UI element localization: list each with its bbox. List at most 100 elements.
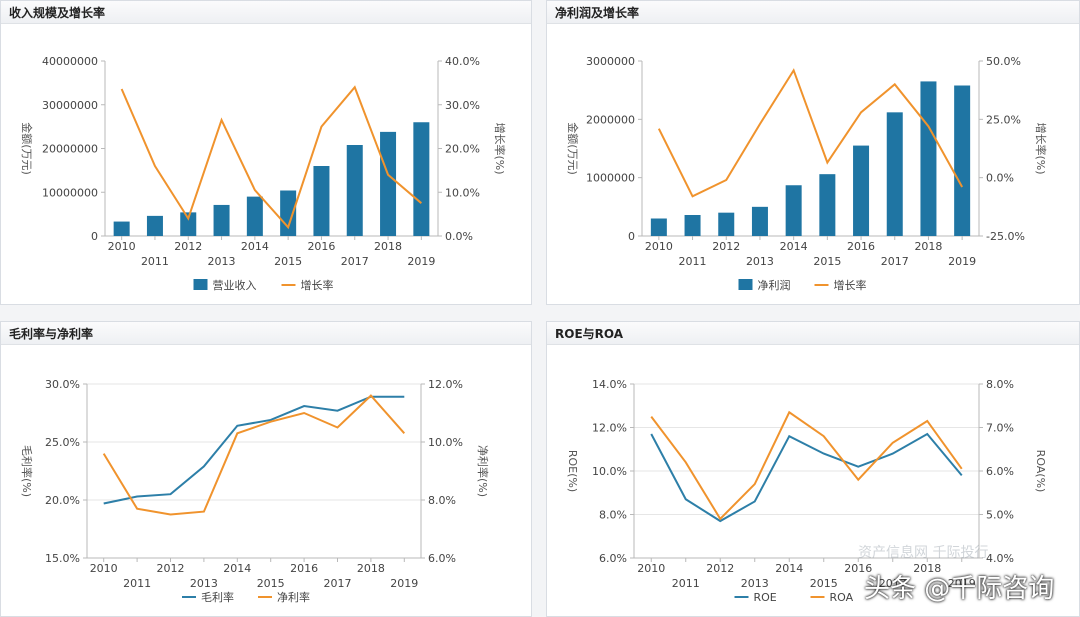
series-line [103, 395, 405, 505]
bar [684, 215, 701, 236]
y-tick-label: 10000000 [42, 186, 98, 199]
x-tick-label: 2012 [174, 240, 202, 253]
legend-label: 增长率 [834, 278, 867, 292]
y2-tick-label: 4.0% [986, 552, 1014, 565]
y-axis-title: ROE(%) [566, 450, 579, 492]
y-tick-label: 40000000 [42, 55, 98, 68]
y2-tick-label: 0.0% [445, 230, 473, 243]
y2-axis-title: 增长率(%) [493, 122, 507, 174]
roe-roa-chart: 6.0% 8.0% 10.0% 12.0% 14.0% 4.0% 5.0% 6.0% 7.0% 8… [566, 378, 1047, 604]
x-tick-label: 2011 [672, 577, 700, 590]
y-axis-title: 毛利率(%) [20, 445, 34, 497]
y2-axis-title: ROA(%) [1034, 450, 1047, 493]
series-line [650, 410, 963, 521]
x-tick-label: 2010 [637, 562, 665, 575]
y2-tick-label: -25.0% [986, 230, 1025, 243]
bar [280, 190, 297, 236]
y2-tick-label: 40.0% [445, 55, 480, 68]
x-tick-label: 2015 [257, 577, 285, 590]
bar [213, 204, 230, 236]
y2-tick-label: 8.0% [428, 494, 456, 507]
bar [920, 81, 937, 236]
y-tick-label: 25.0% [45, 436, 80, 449]
y-tick-label: 20.0% [45, 494, 80, 507]
panel-header: 收入规模及增长率 [1, 1, 531, 24]
bar [886, 112, 903, 236]
series-line [650, 432, 963, 523]
revenue-chart: 0 10000000 20000000 30000000 40000000 0.0% 10.… [20, 55, 507, 292]
y-tick-label: 1000000 [586, 172, 635, 185]
x-tick-label: 2016 [844, 562, 872, 575]
y-tick-label: 30.0% [45, 378, 80, 391]
x-tick-label: 2019 [390, 577, 418, 590]
y-axis-title: 金额(万元) [20, 122, 34, 175]
x-tick-label: 2013 [208, 255, 236, 268]
x-tick-label: 2016 [847, 240, 875, 253]
x-tick-label: 2018 [914, 240, 942, 253]
bar [751, 206, 768, 236]
x-tick-label: 2015 [813, 255, 841, 268]
bar [785, 185, 802, 236]
x-tick-label: 2010 [645, 240, 673, 253]
legend-label: 净利润 [758, 278, 791, 292]
panel-title: 净利润及增长率 [555, 6, 640, 20]
legend-label: ROA [830, 591, 854, 604]
y2-tick-label: 10.0% [445, 186, 480, 199]
x-tick-label: 2018 [913, 562, 941, 575]
x-tick-label: 2015 [274, 255, 302, 268]
legend-label: 增长率 [301, 278, 334, 292]
x-tick-label: 2013 [746, 255, 774, 268]
x-tick-label: 2013 [741, 577, 769, 590]
y-tick-label: 10.0% [592, 465, 627, 478]
x-tick-label: 2017 [341, 255, 369, 268]
x-tick-label: 2016 [290, 562, 318, 575]
bar [413, 122, 430, 236]
x-tick-label: 2015 [810, 577, 838, 590]
panel-header: 毛利率与净利率 [1, 322, 531, 345]
brand-label: 头条 @千际咨询 [864, 574, 1055, 604]
y-tick-label: 2000000 [586, 113, 635, 126]
bar [180, 212, 197, 236]
legend-swatch [738, 279, 753, 290]
x-tick-label: 2019 [948, 577, 976, 590]
y2-tick-label: 0.0% [986, 172, 1014, 185]
panel-title: 收入规模及增长率 [9, 6, 106, 20]
bar [380, 131, 397, 236]
y-tick-label: 0 [628, 230, 635, 243]
bar [113, 221, 130, 236]
y2-tick-label: 30.0% [445, 99, 480, 112]
x-tick-label: 2017 [879, 577, 907, 590]
x-tick-label: 2016 [307, 240, 335, 253]
x-tick-label: 2012 [157, 562, 185, 575]
net-profit-chart: 0 1000000 2000000 3000000 -25.0% 0.0% 25.0% 50.… [566, 55, 1048, 292]
y2-tick-label: 50.0% [986, 55, 1021, 68]
y2-tick-label: 8.0% [986, 378, 1014, 391]
x-tick-label: 2010 [90, 562, 118, 575]
y-tick-label: 14.0% [592, 378, 627, 391]
y-tick-label: 0 [91, 230, 98, 243]
x-tick-label: 2014 [780, 240, 808, 253]
y2-axis-title: 净利率(%) [476, 445, 490, 497]
y-tick-label: 3000000 [586, 55, 635, 68]
legend-label: ROE [754, 591, 777, 604]
x-tick-label: 2011 [679, 255, 707, 268]
bar [819, 174, 836, 236]
margins-chart: 15.0% 20.0% 25.0% 30.0% 6.0% 8.0% 10.0% 12.0% 20… [20, 378, 490, 604]
y2-tick-label: 25.0% [986, 113, 1021, 126]
x-tick-label: 2017 [881, 255, 909, 268]
x-tick-label: 2012 [706, 562, 734, 575]
bar [346, 145, 363, 236]
x-tick-label: 2012 [712, 240, 740, 253]
x-tick-label: 2014 [241, 240, 269, 253]
x-tick-label: 2010 [108, 240, 136, 253]
legend-label: 净利率 [277, 590, 310, 604]
x-tick-label: 2019 [948, 255, 976, 268]
bar [246, 196, 263, 236]
x-tick-label: 2018 [357, 562, 385, 575]
y-tick-label: 12.0% [592, 422, 627, 435]
y2-tick-label: 12.0% [428, 378, 463, 391]
series-line [120, 85, 422, 230]
panel-margins: 毛利率与净利率 15.0% 20.0% 25.0% 30.0% 6.0% 8.0% 10.0… [0, 321, 532, 617]
panel-header: 净利润及增长率 [547, 1, 1079, 24]
x-tick-label: 2013 [190, 577, 218, 590]
